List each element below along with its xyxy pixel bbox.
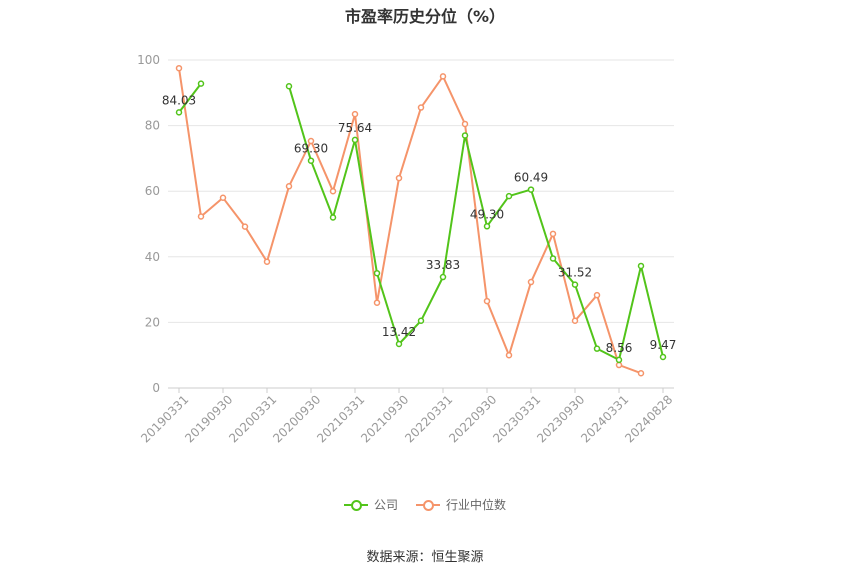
- legend-label-industry-median: 行业中位数: [446, 498, 507, 512]
- data-point-industry-median: [241, 223, 249, 230]
- data-point-industry-median: [615, 361, 623, 369]
- data-label-company: 9.47: [650, 338, 677, 352]
- data-point-company: [527, 186, 535, 193]
- data-point-industry-median: [263, 258, 271, 265]
- data-point-company: [505, 192, 513, 200]
- data-label-company: 13.42: [382, 325, 416, 339]
- data-label-company: 60.49: [514, 171, 548, 185]
- data-label-company: 75.64: [338, 121, 372, 135]
- data-point-company: [615, 356, 623, 364]
- data-point-industry-median: [505, 351, 513, 359]
- y-tick-label: 0: [152, 381, 160, 395]
- data-point-company: [417, 317, 425, 325]
- data-point-company: [571, 281, 579, 288]
- data-point-company: [593, 345, 601, 352]
- source-note: 数据来源：恒生聚源: [366, 550, 484, 565]
- data-point-industry-median: [417, 104, 425, 111]
- data-point-industry-median: [571, 317, 579, 325]
- data-point-industry-median: [461, 120, 469, 128]
- data-label-company: 31.52: [558, 266, 592, 280]
- data-point-company: [549, 255, 557, 262]
- y-tick-label: 40: [145, 250, 160, 264]
- legend-swatch-company: [343, 498, 368, 512]
- data-label-company: 84.03: [162, 93, 196, 107]
- data-label-company: 49.30: [470, 207, 504, 221]
- legend-label-company: 公司: [373, 498, 398, 512]
- series-line-industry-median: [178, 68, 642, 375]
- data-point-company: [395, 340, 403, 348]
- legend: 公司 行业中位数: [0, 496, 850, 513]
- chart-title: 市盈率历史分位（%）: [344, 7, 506, 26]
- x-tick-label: 20240828: [622, 392, 675, 445]
- y-tick-label: 100: [137, 53, 160, 67]
- data-point-company: [659, 353, 667, 361]
- data-point-industry-median: [439, 73, 447, 80]
- data-point-company: [461, 132, 469, 139]
- data-point-industry-median: [395, 174, 403, 182]
- data-point-industry-median: [549, 230, 557, 238]
- data-point-industry-median: [329, 187, 337, 195]
- data-point-industry-median: [219, 194, 227, 202]
- y-tick-label: 20: [145, 315, 160, 329]
- data-label-company: 8.56: [606, 341, 633, 355]
- data-point-industry-median: [483, 297, 491, 305]
- legend-item-industry-median[interactable]: 行业中位数: [416, 496, 506, 513]
- data-point-company: [307, 157, 315, 164]
- data-point-industry-median: [527, 278, 535, 286]
- data-point-company: [351, 136, 359, 144]
- legend-swatch-industry-median: [416, 498, 440, 512]
- data-point-industry-median: [307, 137, 315, 145]
- data-point-company: [483, 223, 491, 230]
- data-point-company: [373, 269, 381, 277]
- legend-item-company[interactable]: 公司: [343, 496, 398, 513]
- data-label-company: 33.83: [426, 258, 460, 272]
- series-line-company: [288, 85, 664, 361]
- data-point-company: [637, 262, 645, 270]
- data-point-industry-median: [285, 183, 293, 190]
- data-point-company: [285, 82, 293, 90]
- data-point-industry-median: [637, 369, 645, 377]
- data-point-industry-median: [175, 64, 183, 72]
- data-label-company: 69.30: [294, 142, 328, 156]
- data-point-industry-median: [593, 291, 601, 299]
- data-point-company: [175, 109, 183, 116]
- y-tick-label: 80: [145, 119, 160, 133]
- data-point-company: [329, 214, 337, 221]
- series-line-company: [178, 82, 202, 114]
- y-tick-label: 60: [145, 184, 160, 198]
- data-point-company: [439, 273, 447, 281]
- data-point-industry-median: [351, 110, 359, 118]
- data-point-industry-median: [197, 213, 205, 220]
- data-point-company: [197, 80, 205, 87]
- data-point-industry-median: [373, 299, 381, 306]
